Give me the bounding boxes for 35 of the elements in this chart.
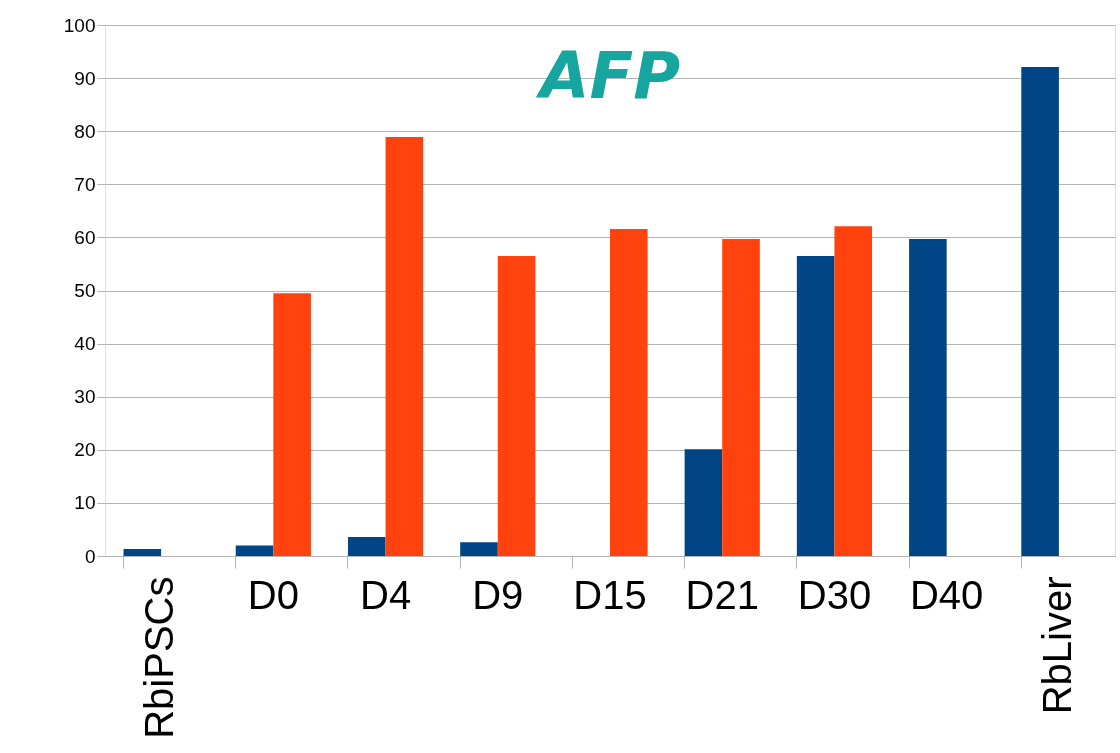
x-tick-label: D9: [472, 572, 524, 617]
y-tick-label: 10: [74, 492, 96, 514]
x-tick-label: D30: [797, 572, 872, 617]
bar: [235, 545, 274, 556]
y-tick-label: 80: [74, 120, 96, 142]
y-tick-label: 60: [74, 226, 96, 248]
chart-title: AFP: [534, 39, 681, 113]
y-tick-label: 90: [74, 67, 96, 89]
y-tick-label: 0: [84, 545, 96, 567]
x-tick-label: D0: [247, 572, 299, 617]
y-tick-label: 40: [74, 333, 96, 355]
x-tick-label: D21: [685, 572, 759, 617]
bar: [385, 137, 424, 556]
bar: [909, 238, 947, 556]
bar: [796, 255, 835, 556]
y-tick-label: 70: [74, 173, 96, 195]
bar: [684, 449, 723, 556]
x-tick-label: RbLiver: [1034, 576, 1079, 715]
bar: [834, 226, 873, 556]
bar: [610, 228, 648, 556]
y-tick-label: 100: [63, 14, 96, 36]
x-tick-label: D15: [573, 572, 647, 617]
y-tick-label: 20: [74, 439, 96, 461]
y-tick-label: 30: [74, 386, 96, 408]
x-tick-label: D4: [359, 572, 412, 617]
bar: [273, 293, 311, 556]
bar: [460, 542, 498, 556]
x-tick-label: RbiPSCs: [137, 576, 182, 739]
bar: [722, 238, 760, 556]
bar: [347, 536, 386, 556]
x-tick-label: D40: [909, 572, 984, 617]
bar: [1021, 66, 1059, 556]
bar: [497, 255, 536, 556]
bar: [123, 549, 162, 556]
y-tick-label: 50: [74, 280, 96, 301]
